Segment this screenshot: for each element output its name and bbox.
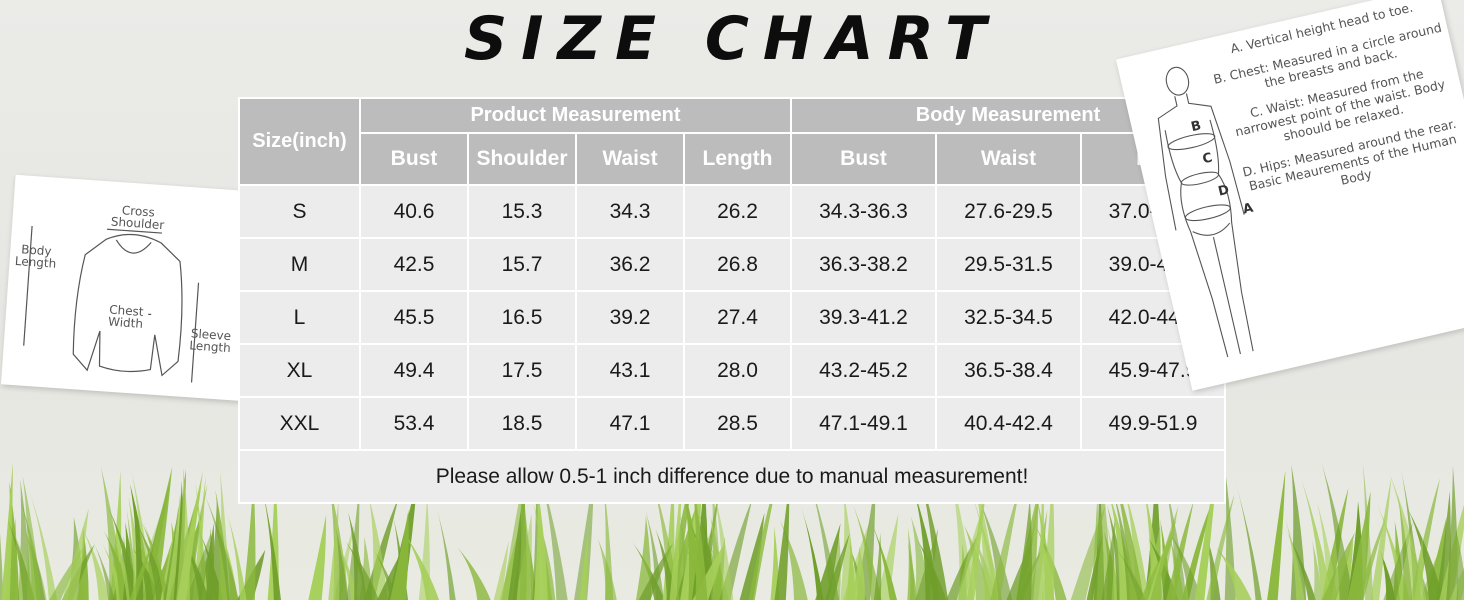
table-cell: 39.2 [575, 290, 685, 345]
table-cell: 28.0 [683, 343, 792, 398]
col-header-length: Length [683, 132, 792, 186]
body-measurement-notes: A. Vertical height head to toe. B. Chest… [1205, 0, 1464, 221]
garment-diagram-card: Cross Shoulder Body Length Chest Width S… [0, 174, 261, 402]
table-cell: 27.4 [683, 290, 792, 345]
table-cell: 45.5 [359, 290, 469, 345]
table-cell: 36.3-38.2 [790, 237, 937, 292]
table-cell: 15.3 [467, 184, 577, 239]
table-cell: 16.5 [467, 290, 577, 345]
cross-shoulder-label: Cross Shoulder [110, 203, 165, 233]
table-cell: 36.2 [575, 237, 685, 292]
col-header-bust: Bust [359, 132, 469, 186]
table-cell: 15.7 [467, 237, 577, 292]
body-length-label: Body Length [14, 242, 57, 271]
col-header-body-bust: Bust [790, 132, 937, 186]
table-cell: 47.1-49.1 [790, 396, 937, 451]
table-cell: 49.9-51.9 [1079, 396, 1227, 451]
page-title: SIZE CHART [463, 4, 1001, 74]
table-row: M 42.5 15.7 36.2 26.8 36.3-38.2 29.5-31.… [238, 237, 1227, 292]
table-row: XL 49.4 17.5 43.1 28.0 43.2-45.2 36.5-38… [238, 343, 1227, 398]
table-cell: 53.4 [359, 396, 469, 451]
size-header: Size(inch) [238, 97, 361, 186]
col-header-body-waist: Waist [935, 132, 1082, 186]
note-row: Please allow 0.5-1 inch difference due t… [237, 449, 1227, 504]
table-cell: 28.5 [683, 396, 792, 451]
table-cell: 18.5 [467, 396, 577, 451]
col-header-waist: Waist [575, 132, 685, 186]
size-chart-table: Size(inch) Product Measurement Body Meas… [237, 97, 1227, 504]
chest-width-label: Chest Width [103, 303, 149, 331]
body-diagram-card: B C D A A. Vertical height head to toe. … [1115, 0, 1464, 391]
table-cell: 34.3-36.3 [790, 184, 937, 239]
table-cell: XXL [238, 396, 361, 451]
table-cell: 36.5-38.4 [935, 343, 1082, 398]
table-row: XXL 53.4 18.5 47.1 28.5 47.1-49.1 40.4-4… [238, 396, 1227, 451]
group-header-row: Size(inch) Product Measurement Body Meas… [238, 97, 1227, 186]
table-cell: 29.5-31.5 [935, 237, 1082, 292]
body-figure-sketch [1157, 66, 1254, 358]
table-cell: M [238, 237, 361, 292]
table-cell: 26.2 [683, 184, 792, 239]
table-cell: S [238, 184, 361, 239]
table-row: S 40.6 15.3 34.3 26.2 34.3-36.3 27.6-29.… [238, 184, 1227, 239]
sleeve-length-label: Sleeve Length [188, 326, 232, 356]
grass-decoration [0, 461, 1464, 600]
column-header-row: Bust Shoulder Waist Length Bust Waist Hi… [239, 132, 1227, 186]
table-cell: 27.6-29.5 [935, 184, 1082, 239]
table-cell: 49.4 [359, 343, 469, 398]
product-measurement-header: Product Measurement [359, 97, 792, 134]
table-cell: 39.3-41.2 [790, 290, 937, 345]
table-cell: 32.5-34.5 [935, 290, 1082, 345]
table-cell: 26.8 [683, 237, 792, 292]
table-cell: 17.5 [467, 343, 577, 398]
body-measurement-header: Body Measurement [789, 97, 1227, 134]
table-cell: 42.5 [359, 237, 469, 292]
table-cell: 47.1 [575, 396, 685, 451]
table-cell: 40.4-42.4 [935, 396, 1082, 451]
col-header-shoulder: Shoulder [467, 132, 577, 186]
table-cell: 34.3 [575, 184, 685, 239]
table-cell: 40.6 [359, 184, 469, 239]
table-row: L 45.5 16.5 39.2 27.4 39.3-41.2 32.5-34.… [238, 290, 1227, 345]
table-cell: L [238, 290, 361, 345]
measurement-note: Please allow 0.5-1 inch difference due t… [237, 449, 1227, 504]
table-cell: 43.2-45.2 [790, 343, 937, 398]
table-cell: XL [238, 343, 361, 398]
table-cell: 43.1 [575, 343, 685, 398]
